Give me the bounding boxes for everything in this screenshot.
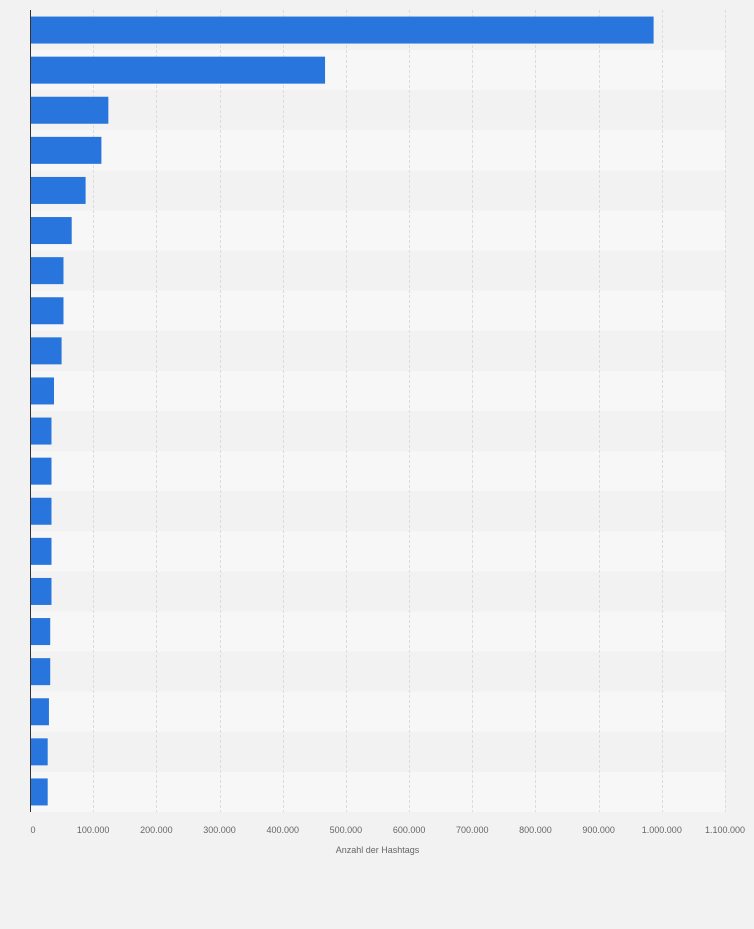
x-tick-label: 400.000 — [266, 825, 299, 835]
bar[interactable] — [30, 698, 49, 726]
bar[interactable] — [30, 537, 52, 565]
row-band — [30, 370, 725, 411]
row-band — [30, 330, 725, 371]
row-band — [30, 771, 725, 812]
x-axis-title: Anzahl der Hashtags — [336, 845, 420, 855]
x-tick-label: 100.000 — [77, 825, 110, 835]
bar[interactable] — [30, 337, 62, 365]
x-tick-label: 700.000 — [456, 825, 489, 835]
bar[interactable] — [30, 577, 52, 605]
x-tick-label: 300.000 — [203, 825, 236, 835]
row-band — [30, 611, 725, 652]
row-band — [30, 250, 725, 291]
bar[interactable] — [30, 377, 55, 405]
bar[interactable] — [30, 658, 51, 686]
bar[interactable] — [30, 417, 52, 445]
bar[interactable] — [30, 738, 48, 766]
row-band — [30, 210, 725, 251]
row-band — [30, 651, 725, 692]
row-band — [30, 571, 725, 612]
x-tick-label: 500.000 — [330, 825, 363, 835]
row-band — [30, 731, 725, 772]
bar[interactable] — [30, 497, 52, 525]
row-band — [30, 531, 725, 572]
bar[interactable] — [30, 217, 72, 245]
x-axis-ticks: 0 100.000 200.000 300.000 400.000 500.000 600.… — [30, 825, 745, 835]
x-tick-label: 200.000 — [140, 825, 173, 835]
row-band — [30, 691, 725, 732]
bar[interactable] — [30, 257, 64, 285]
row-band — [30, 411, 725, 452]
x-tick-label: 800.000 — [519, 825, 552, 835]
gridlines — [93, 10, 726, 812]
bar[interactable] — [30, 457, 52, 485]
bars — [30, 16, 654, 806]
bar[interactable] — [30, 618, 51, 646]
x-tick-label: 1.000.000 — [642, 825, 682, 835]
bar[interactable] — [30, 136, 102, 164]
row-band — [30, 451, 725, 492]
row-bands — [30, 10, 725, 812]
row-band — [30, 170, 725, 211]
bar[interactable] — [30, 297, 64, 325]
x-tick-label: 0 — [30, 825, 35, 835]
bar[interactable] — [30, 176, 86, 204]
bar[interactable] — [30, 56, 326, 84]
row-band — [30, 90, 725, 131]
x-tick-label: 900.000 — [582, 825, 615, 835]
row-band — [30, 130, 725, 171]
row-band — [30, 491, 725, 532]
bar[interactable] — [30, 96, 109, 124]
x-tick-label: 600.000 — [393, 825, 426, 835]
bar[interactable] — [30, 16, 654, 44]
row-band — [30, 290, 725, 331]
x-tick-label: 1.100.000 — [705, 825, 745, 835]
bar[interactable] — [30, 778, 48, 806]
